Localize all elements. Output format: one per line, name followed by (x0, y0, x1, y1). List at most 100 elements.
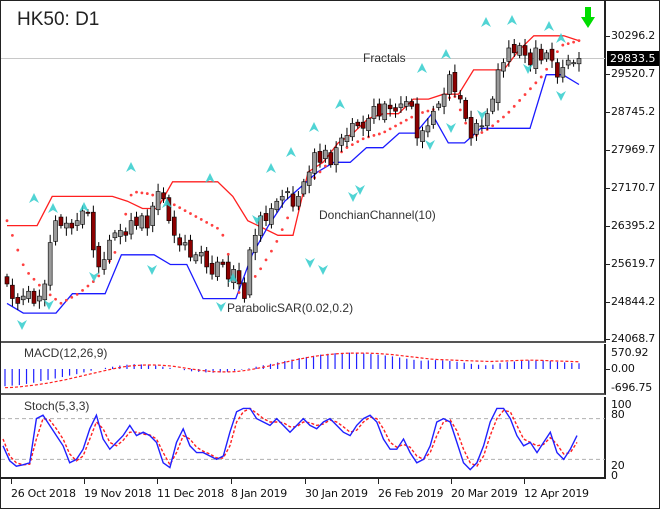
candle-body (107, 239, 112, 260)
psar-dot (226, 252, 230, 256)
candle-body (528, 52, 533, 66)
candle-body (560, 67, 566, 78)
psar-dot (394, 124, 397, 128)
candle-body (101, 259, 107, 270)
candle-body (414, 103, 420, 139)
candle-body (484, 113, 490, 127)
candle-body (53, 220, 58, 242)
candle-body (296, 196, 301, 207)
candle-body (188, 239, 193, 258)
candle-body (58, 216, 64, 226)
psar-dot (545, 67, 549, 71)
candle-body (91, 211, 96, 251)
fractal-down-icon (355, 185, 365, 195)
psar-dot (421, 111, 424, 114)
parabolic-sar-label: ParabolicSAR(0.02,0.2) (227, 301, 354, 315)
fractal-down-icon (147, 265, 157, 275)
stochastic-chart-canvas[interactable] (1, 397, 605, 477)
candle-body (112, 232, 118, 239)
price-chart-canvas[interactable] (1, 1, 605, 341)
psar-dot (194, 215, 198, 218)
psar-dot (145, 192, 149, 195)
date-tick-label: 20 Mar 2019 (451, 487, 518, 500)
psar-dot (566, 42, 570, 46)
psar-dot (237, 291, 241, 294)
psar-dot (410, 115, 414, 119)
candle-body (377, 103, 382, 117)
stoch-signal-line (2, 407, 578, 468)
candle-body (20, 295, 26, 301)
fractal-up-icon (286, 147, 296, 157)
candle-body (404, 101, 409, 107)
psar-dot (480, 131, 484, 134)
stochastic-pane[interactable]: Stoch(5,3,3) (1, 397, 606, 479)
fractal-up-icon (417, 63, 427, 73)
psar-dot (178, 206, 182, 210)
psar-dot (518, 99, 522, 102)
psar-dot (75, 293, 79, 296)
candle-body (398, 103, 404, 108)
candle-body (74, 220, 80, 226)
macd-chart-canvas[interactable] (1, 344, 605, 393)
candle-body (247, 249, 253, 296)
psar-dot (124, 212, 128, 216)
candle-body (355, 121, 361, 127)
psar-dot (221, 233, 225, 237)
candle-body (69, 222, 75, 229)
psar-dot (496, 119, 500, 123)
fractal-down-icon (523, 64, 533, 74)
psar-dot (86, 284, 90, 288)
fractal-down-icon (89, 272, 99, 282)
psar-dot (210, 223, 214, 227)
psar-dot (464, 121, 468, 125)
psar-dot (388, 127, 392, 131)
fractal-up-icon (48, 203, 58, 213)
macd-tick-label: 0.00 (611, 362, 635, 375)
psar-dot (572, 40, 576, 44)
psar-dot (97, 274, 101, 278)
psar-dot (172, 203, 176, 207)
psar-dot (523, 93, 527, 96)
psar-dot (361, 137, 365, 141)
candle-body (431, 110, 436, 125)
candle-body (64, 222, 69, 229)
price-tick-label: 30296.2 (611, 29, 656, 42)
candle-body (544, 52, 549, 60)
macd-pane[interactable]: MACD(12,26,9) (1, 344, 606, 395)
candle-body (42, 283, 48, 301)
candle-body (501, 62, 506, 72)
psar-dot (502, 115, 505, 119)
candle-body (134, 216, 139, 226)
price-pane[interactable]: HK50: D1 Fractals DonchianChannel(10) Pa… (1, 1, 606, 343)
fractal-up-icon (441, 49, 451, 59)
candle-body (161, 192, 166, 200)
psar-dot (507, 110, 511, 114)
axis-tick (606, 339, 610, 340)
price-tick-label: 24844.2 (611, 295, 656, 308)
candle-body (506, 47, 512, 62)
fractal-up-icon (507, 15, 517, 25)
fractal-up-icon (481, 17, 491, 27)
candle-body (182, 242, 188, 246)
fractal-down-icon (44, 300, 54, 310)
psar-dot (129, 193, 133, 197)
candle-body (269, 208, 274, 225)
date-tick-label: 26 Oct 2018 (11, 487, 76, 500)
candle-body (263, 213, 269, 222)
axis-tick (606, 369, 610, 370)
psar-dot (135, 190, 138, 194)
current-price-marker: 29833.5 (607, 51, 659, 66)
psar-dot (561, 43, 565, 47)
psar-dot (372, 134, 376, 137)
candle-body (242, 282, 247, 299)
candle-body (317, 151, 323, 163)
psar-dot (356, 140, 360, 144)
candle-body (155, 191, 161, 211)
stoch-tick-label: 80 (611, 408, 625, 421)
candle-body (177, 237, 182, 246)
candle-body (549, 48, 555, 61)
price-tick-label: 29520.7 (611, 67, 656, 80)
candle-body (145, 215, 150, 229)
macd-tick-label: 570.92 (611, 346, 649, 359)
candle-body (452, 72, 458, 93)
